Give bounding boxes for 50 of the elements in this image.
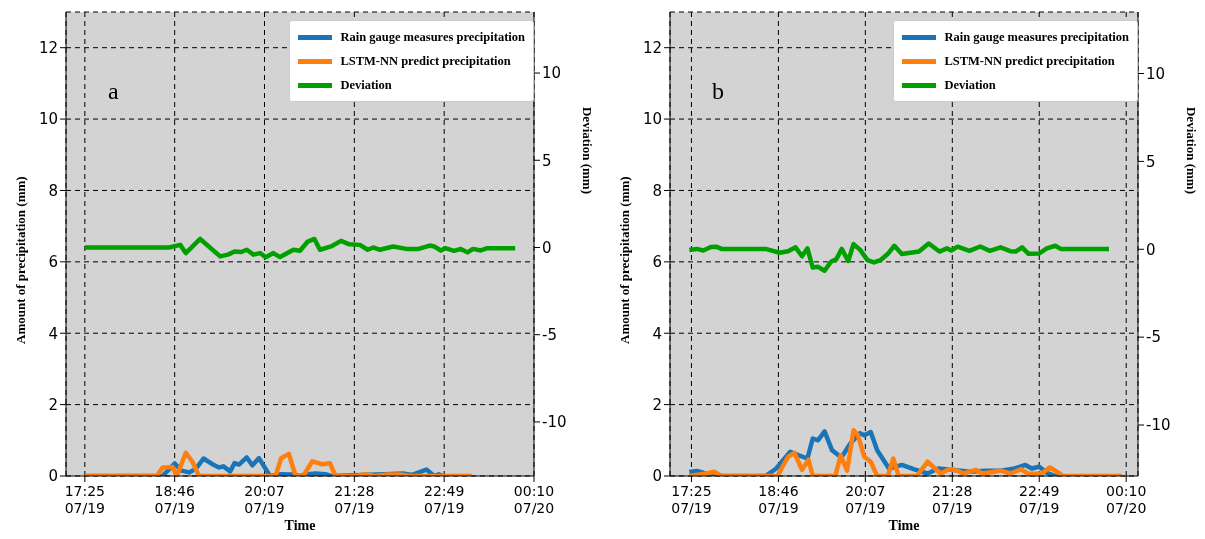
y2-tick-label: 5 [542, 151, 552, 170]
y-tick-label: 12 [38, 39, 58, 58]
x-tick-label: 00:10 07/20 [1106, 483, 1147, 516]
y2-tick-label: 0 [1146, 240, 1156, 259]
y2-tick-label: -10 [542, 413, 567, 432]
x-axis-title: Time [888, 518, 920, 533]
y-axis-title: Amount of precipitation (mm) [12, 176, 28, 344]
annotation: b [712, 78, 724, 105]
legend-label: Rain gauge measures precipitation [944, 29, 1129, 45]
y-tick-label: 6 [652, 253, 662, 272]
y2-tick-label: -10 [1146, 416, 1171, 435]
legend-label: LSTM-NN predict precipitation [340, 53, 511, 69]
x-tick-label: 17:25 07/19 [671, 483, 712, 516]
y-tick-label: 0 [652, 467, 662, 486]
x-tick-label: 20:07 07/19 [845, 483, 886, 516]
x-tick-label: 21:28 07/19 [932, 483, 973, 516]
y-axis-title: Amount of precipitation (mm) [616, 176, 632, 344]
x-tick-label: 18:46 07/19 [154, 483, 195, 516]
x-tick-label: 22:49 07/19 [423, 483, 465, 516]
y-tick-label: 8 [48, 181, 58, 200]
x-tick-label: 21:28 07/19 [334, 483, 375, 516]
x-tick-label: 17:25 07/19 [64, 483, 106, 516]
x-tick-label: 00:10 07/20 [513, 483, 555, 516]
y-tick-label: 6 [48, 253, 58, 272]
legend-label: LSTM-NN predict precipitation [944, 53, 1115, 69]
y2-tick-label: 10 [542, 64, 562, 83]
y-tick-label: 2 [652, 395, 662, 414]
y-tick-label: 4 [48, 324, 58, 343]
y2-tick-label: 5 [1146, 152, 1156, 171]
y2-tick-label: 0 [542, 238, 552, 257]
y2-axis-title: Deviation (mm) [580, 106, 596, 194]
annotation: a [108, 78, 119, 105]
y-tick-label: 2 [48, 395, 58, 414]
y2-axis-title: Deviation (mm) [1184, 106, 1200, 194]
y2-tick-label: -5 [542, 326, 557, 345]
y-tick-label: 10 [38, 110, 58, 129]
x-tick-label: 18:46 07/19 [758, 483, 799, 516]
x-tick-label: 22:49 07/19 [1019, 483, 1060, 516]
legend-label: Deviation [340, 77, 392, 93]
y-tick-label: 0 [48, 467, 58, 486]
legend-label: Deviation [944, 77, 996, 93]
y2-tick-label: 10 [1146, 64, 1166, 83]
y-tick-label: 8 [652, 181, 662, 200]
x-axis-title: Time [284, 518, 316, 533]
x-tick-label: 20:07 07/19 [244, 483, 285, 516]
y-tick-label: 10 [642, 110, 662, 129]
y-tick-label: 12 [642, 39, 662, 58]
legend-label: Rain gauge measures precipitation [340, 29, 525, 45]
y2-tick-label: -5 [1146, 328, 1161, 347]
y-tick-label: 4 [652, 324, 662, 343]
